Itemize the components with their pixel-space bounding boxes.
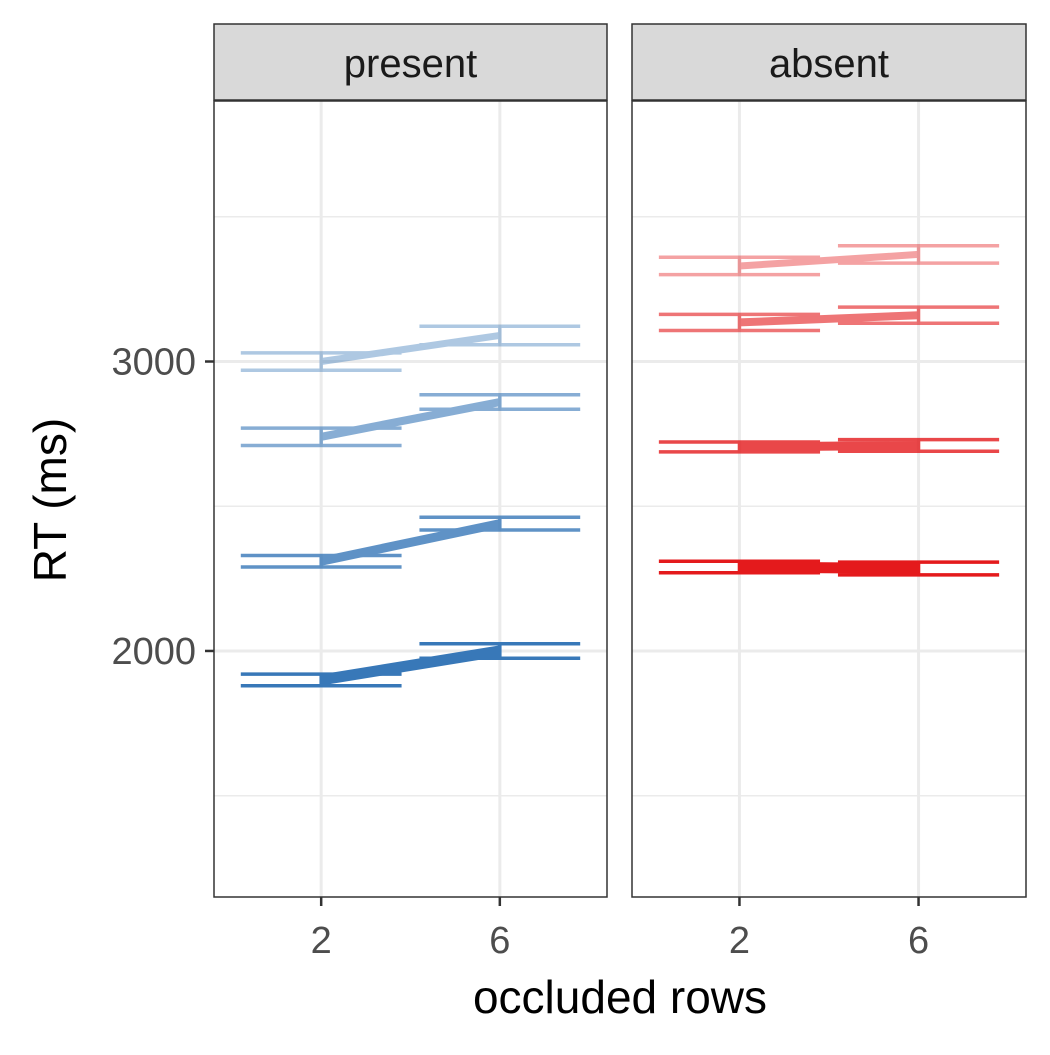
error-bar [419,393,581,412]
x-tick-label: 6 [908,920,929,962]
error-bar [658,255,821,277]
series-line [739,311,919,327]
error-bar [240,426,402,448]
series-line [739,440,919,452]
error-bar [837,243,1000,265]
series-present-3 [240,393,581,448]
axes-layer: RT (ms) occluded rows [24,418,767,1023]
y-tick-label: 2000 [111,631,196,673]
error-bar [240,672,402,688]
series-present-1 [240,641,581,688]
error-bar [240,553,402,569]
series-line [739,250,919,270]
panel-absent: absent 2 6 [631,23,1027,962]
panel-present: present 2 6 2000 3000 [111,23,608,962]
facet-strip [213,23,608,101]
x-tick-label: 2 [311,920,332,962]
panel-border [213,100,608,898]
series-present-4 [240,324,581,372]
series-line [739,561,919,574]
error-bar [419,641,581,660]
panel-border [631,100,1027,898]
x-tick-label: 2 [729,920,750,962]
facet-strip-label: present [344,42,477,86]
error-bar [419,324,581,347]
error-bar [837,305,1000,326]
error-bar [837,437,1000,453]
panels-layer: present 2 6 2000 3000 absent 2 6 [111,23,1027,962]
error-bar [658,440,821,454]
facet-strip-label: absent [769,42,889,86]
series-absent-1 [658,559,1000,577]
panel-background [632,101,1026,897]
error-bar [658,559,821,575]
y-axis-title: RT (ms) [24,418,76,582]
series-absent-4 [658,243,1000,277]
error-bar [658,312,821,333]
x-tick-label: 6 [489,920,510,962]
series-line [320,331,501,365]
panel-background [214,101,607,897]
error-bar [419,515,581,532]
series-absent-2 [658,437,1000,454]
error-bar [837,560,1000,577]
y-tick-label: 3000 [111,342,196,384]
x-axis-title: occluded rows [473,971,767,1023]
series-present-2 [240,515,581,569]
series-absent-3 [658,305,1000,333]
facet-strip [631,23,1027,101]
error-bar [240,351,402,372]
